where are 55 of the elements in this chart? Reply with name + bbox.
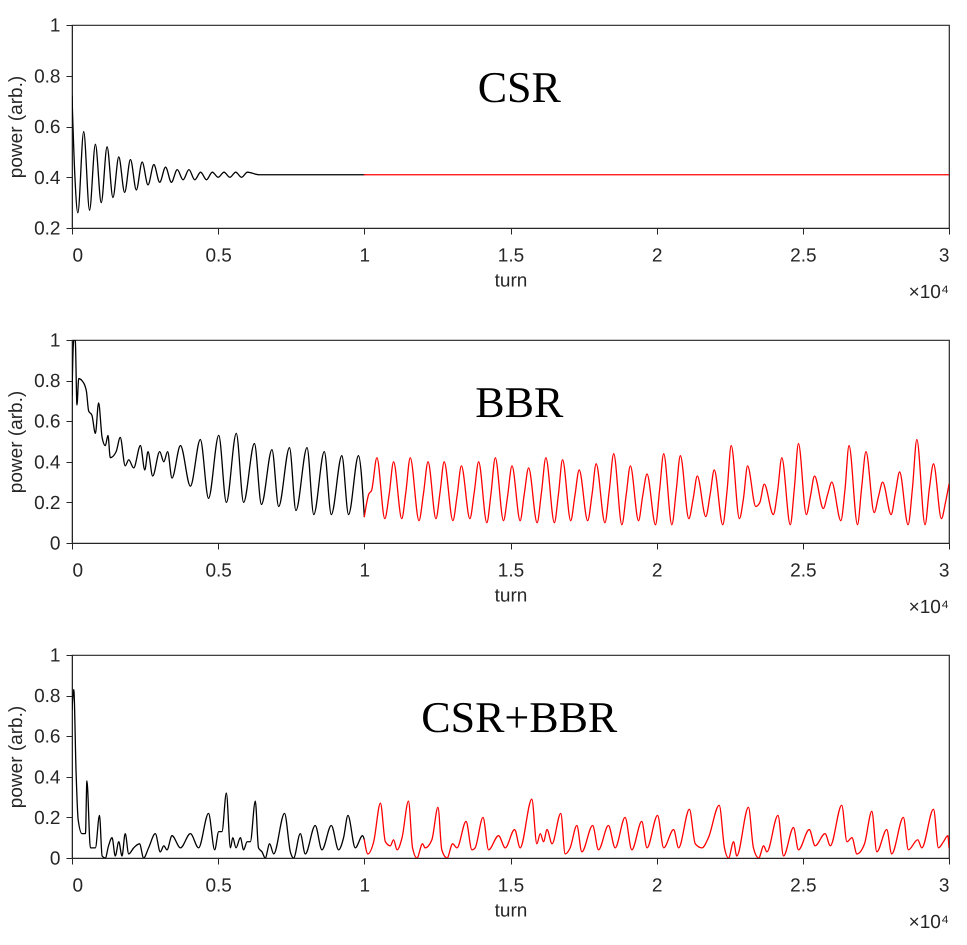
line-series bbox=[72, 340, 365, 518]
x-tick-label: 2.5 bbox=[790, 246, 817, 266]
y-tick-label: 0.4 bbox=[34, 168, 61, 189]
text: ×10⁴ bbox=[908, 282, 949, 303]
x-tick-label: 2.5 bbox=[790, 876, 817, 896]
x-tick-label: 1.5 bbox=[498, 876, 524, 896]
y-tick-label: 0.6 bbox=[34, 726, 60, 748]
x-tick-label: 3 bbox=[938, 246, 950, 266]
x-tick-label: 0.5 bbox=[205, 246, 232, 266]
text: ×10⁴ bbox=[908, 597, 949, 618]
y-tick-label: 0.4 bbox=[34, 452, 61, 474]
x-tick-label: 0.5 bbox=[205, 560, 232, 582]
y-tick-label: 0 bbox=[50, 534, 60, 554]
x-tick-label: 1.5 bbox=[498, 246, 524, 266]
x-axis-title: turn bbox=[494, 900, 528, 922]
line-series bbox=[72, 95, 365, 214]
x-tick-label: 0 bbox=[72, 876, 84, 896]
y-axis-title: power (arb.) bbox=[6, 76, 28, 178]
x-tick-label: 1 bbox=[360, 246, 370, 266]
y-tick-label: 0.2 bbox=[34, 492, 60, 514]
y-tick-label: 0.6 bbox=[34, 117, 60, 138]
y-tick-label: 1 bbox=[50, 16, 60, 36]
line-series bbox=[364, 798, 949, 858]
text: CSR+BBR bbox=[421, 693, 618, 742]
y-axis-title: power (arb.) bbox=[6, 390, 28, 494]
line-series bbox=[72, 688, 365, 858]
y-tick-label: 0.2 bbox=[34, 218, 60, 240]
y-tick-label: 1 bbox=[50, 330, 60, 352]
y-tick-label: 0.8 bbox=[34, 66, 60, 88]
y-tick-label: 0 bbox=[50, 848, 60, 870]
line-series bbox=[364, 438, 949, 526]
x-tick-label: 0 bbox=[72, 560, 84, 582]
x-tick-label: 3 bbox=[938, 876, 950, 896]
x-tick-label: 2 bbox=[652, 876, 662, 896]
x-axis-title: turn bbox=[494, 586, 528, 606]
text: BBR bbox=[475, 378, 564, 427]
y-tick-label: 1 bbox=[50, 646, 60, 666]
x-tick-label: 1 bbox=[360, 560, 370, 582]
y-tick-label: 0.6 bbox=[34, 412, 60, 433]
y-tick-label: 0.8 bbox=[34, 686, 60, 708]
x-tick-label: 2 bbox=[652, 560, 662, 582]
x-tick-label: 2 bbox=[652, 246, 662, 266]
x-tick-label: 0 bbox=[72, 246, 84, 266]
x-tick-label: 0.5 bbox=[205, 876, 232, 896]
text: ×10⁴ bbox=[908, 912, 949, 933]
x-tick-label: 3 bbox=[938, 560, 950, 582]
x-tick-label: 1 bbox=[360, 876, 370, 896]
x-tick-label: 1.5 bbox=[498, 560, 524, 582]
y-tick-label: 0.8 bbox=[34, 371, 60, 392]
y-tick-label: 0.2 bbox=[34, 808, 60, 829]
x-axis-title: turn bbox=[494, 270, 528, 292]
text: CSR bbox=[478, 63, 562, 112]
y-tick-label: 0.4 bbox=[34, 767, 61, 788]
y-axis-title: power (arb.) bbox=[6, 706, 28, 808]
x-tick-label: 2.5 bbox=[790, 560, 817, 582]
